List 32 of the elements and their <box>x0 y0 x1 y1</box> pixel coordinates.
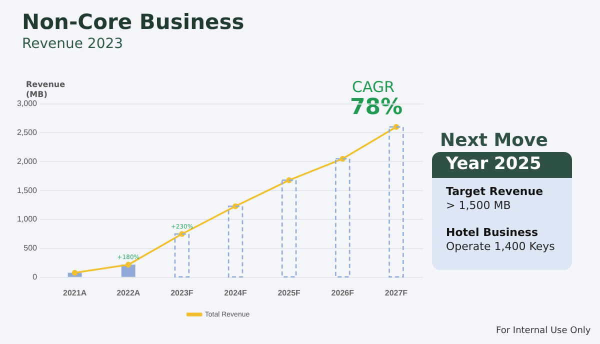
chart-subtitle: Revenue 2023 <box>22 36 124 52</box>
y-tick-label: 2,500 <box>16 128 38 137</box>
bar <box>281 180 297 278</box>
x-tick-label: 2022A <box>116 288 140 298</box>
bar <box>228 206 244 278</box>
text: > 1,500 MB <box>446 199 511 212</box>
x-tick-label: 2027F <box>384 288 408 298</box>
point <box>125 262 132 268</box>
x-tick-label: 2023F <box>170 288 194 298</box>
x-tick-label: 2024F <box>224 288 247 298</box>
x-tick-label: 2025F <box>278 288 301 298</box>
chart-title: Non-Core Business <box>22 10 244 34</box>
y-tick-label: 3,000 <box>16 99 38 108</box>
x-tick-label: 2026F <box>331 288 354 298</box>
y-tick-label: 1,000 <box>16 214 38 224</box>
bar <box>174 233 190 278</box>
y-tick-label: 2,000 <box>16 156 38 166</box>
point <box>72 270 78 276</box>
y-tick-label: 500 <box>24 244 38 253</box>
bar <box>335 158 350 278</box>
text: Operate 1,400 Keys <box>446 240 555 253</box>
bar <box>388 126 404 278</box>
y-tick-label: 0 <box>32 272 38 282</box>
text: CAGR <box>352 78 395 96</box>
y-axis-title: Revenue (MB) <box>26 80 66 100</box>
text: Year 2025 <box>446 154 542 174</box>
text: Next Move <box>440 130 548 151</box>
x-tick-label: 2021A <box>63 288 87 298</box>
y-tick-label: 1,500 <box>16 186 38 195</box>
text: For Internal Use Only <box>496 326 591 336</box>
text: Target Revenue <box>446 185 544 198</box>
text: Hotel Business <box>446 226 538 239</box>
